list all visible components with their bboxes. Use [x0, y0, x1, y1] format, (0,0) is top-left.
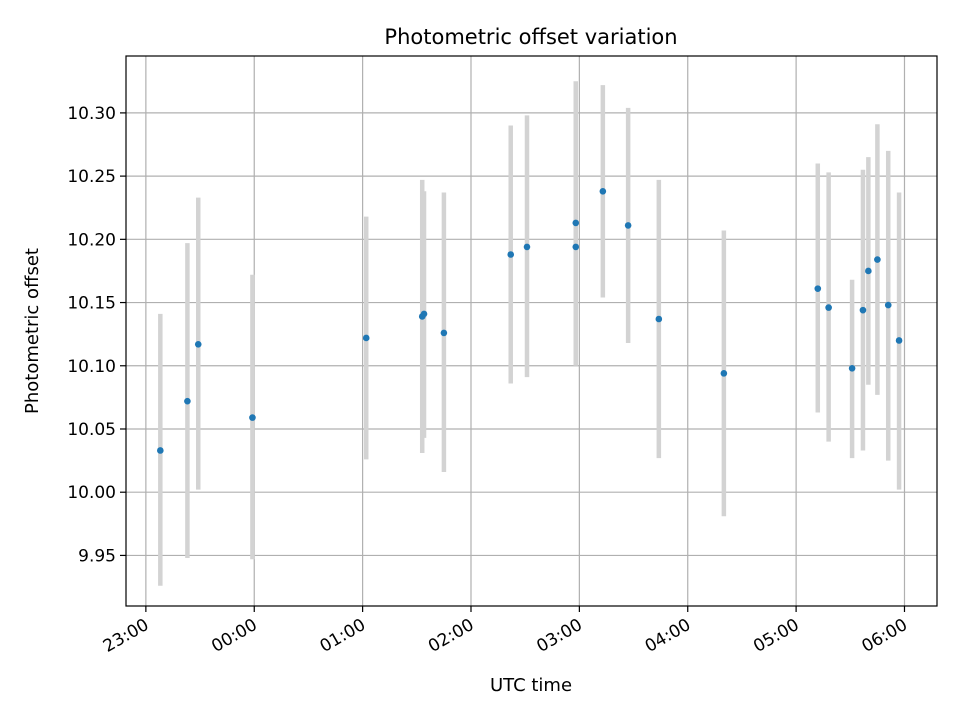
chart-title: Photometric offset variation [384, 25, 677, 49]
data-point [507, 251, 515, 258]
y-tick-label: 10.20 [67, 230, 116, 250]
y-tick-label: 10.15 [67, 294, 116, 314]
data-point [624, 222, 632, 229]
data-point [362, 334, 370, 342]
data-point [599, 187, 607, 195]
data-point [249, 414, 256, 421]
y-tick-label: 10.25 [67, 167, 116, 187]
x-axis-label: UTC time [490, 675, 572, 696]
y-tick-label: 10.30 [67, 104, 116, 124]
y-axis-label: Photometric offset [22, 248, 43, 414]
data-point [655, 315, 663, 323]
y-tick-label: 10.00 [67, 483, 116, 503]
data-point [157, 447, 164, 454]
data-point [184, 397, 191, 405]
y-tick-label: 10.10 [67, 357, 116, 377]
data-points [157, 187, 903, 454]
data-point [194, 340, 202, 348]
plot-frame [125, 55, 938, 607]
data-point [720, 370, 728, 377]
data-point [895, 337, 903, 344]
data-point [848, 364, 856, 372]
data-point [420, 310, 428, 318]
data-point [523, 243, 531, 251]
data-point [814, 285, 822, 292]
data-point [440, 329, 448, 337]
grid [126, 56, 937, 606]
data-point [865, 267, 872, 275]
data-point [874, 256, 881, 263]
data-point [859, 306, 867, 314]
y-tick-label: 9.95 [78, 546, 116, 566]
data-point [572, 243, 580, 251]
data-point [884, 301, 892, 309]
y-tick-label: 10.05 [67, 420, 116, 440]
data-point [572, 219, 580, 227]
data-point [825, 304, 832, 311]
y-axis-ticks: 9.95 10.00 10.05 10.10 10.15 10.20 10.25 10.30 [67, 104, 126, 566]
